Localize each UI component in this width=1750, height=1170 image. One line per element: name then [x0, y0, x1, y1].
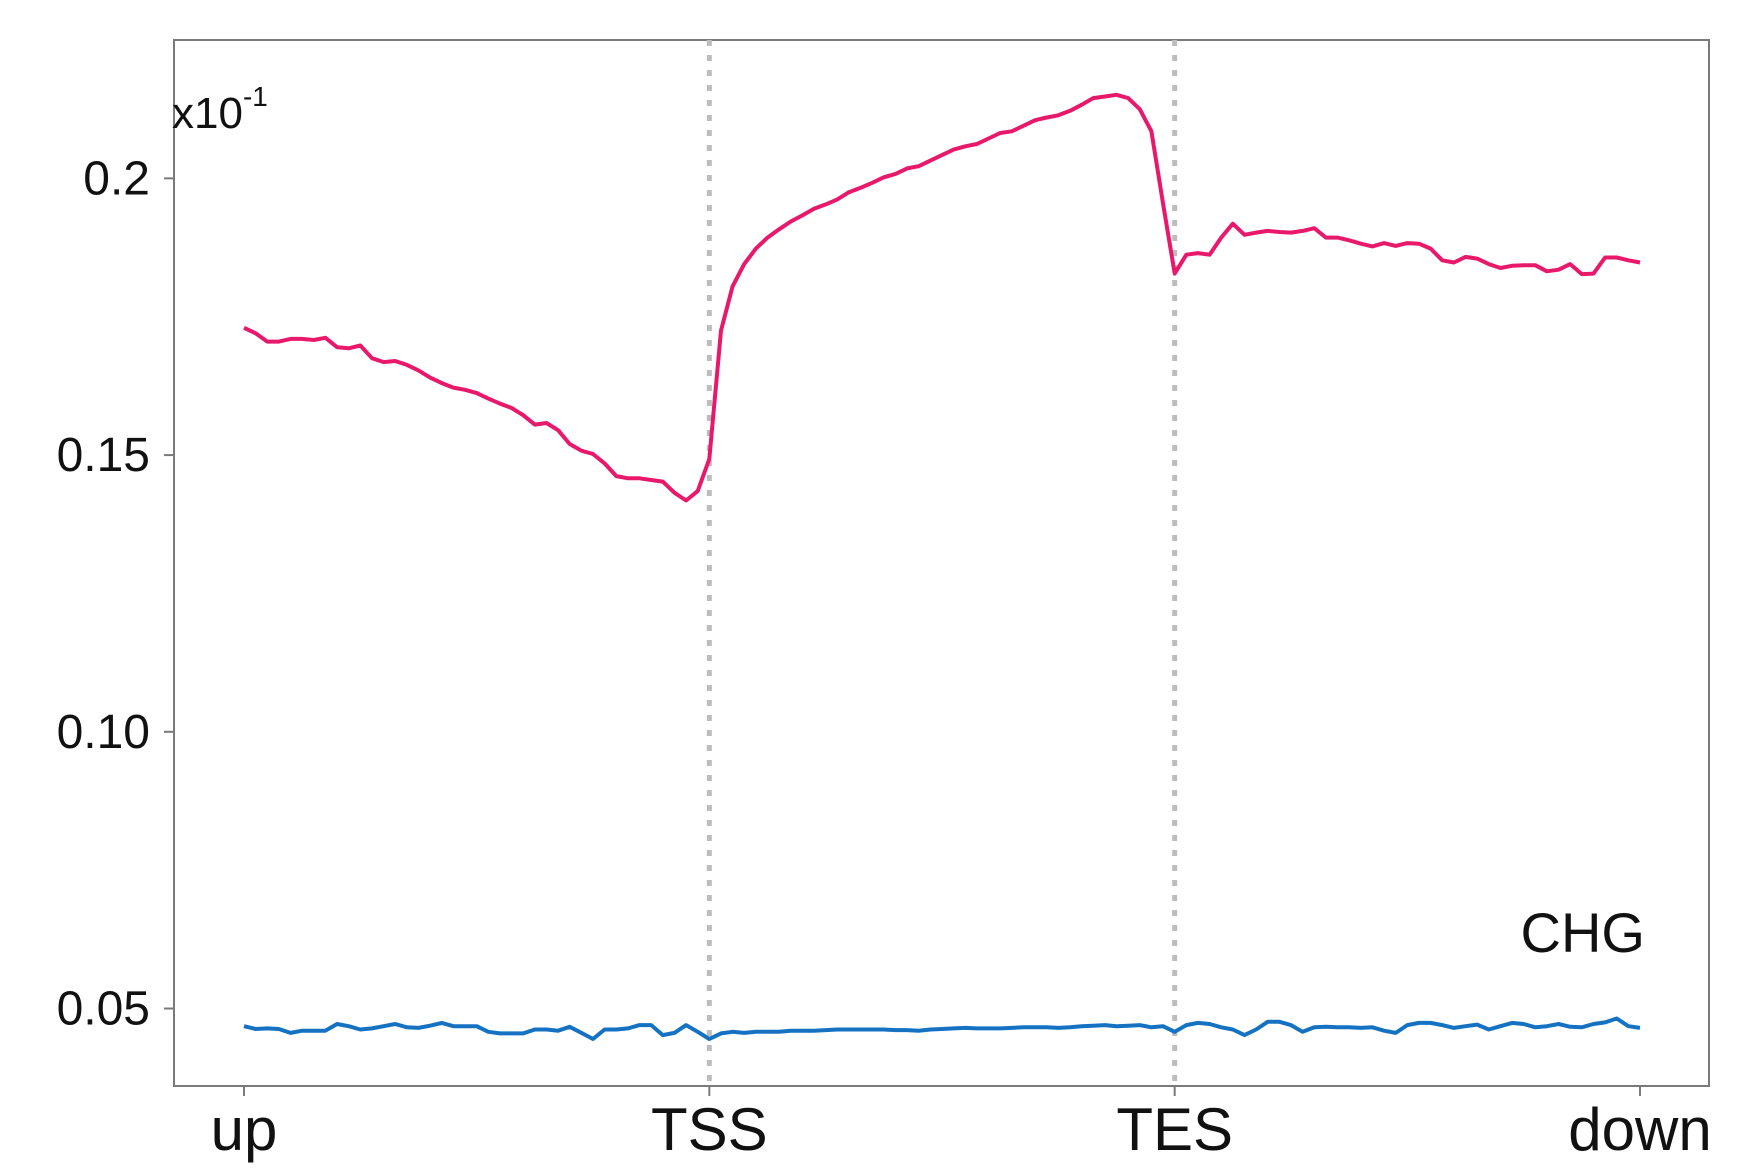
x-tick-label-1: TSS — [651, 1096, 768, 1163]
series-line-1 — [243, 1016, 1641, 1041]
vertical-reference-lines — [706, 40, 1178, 1086]
y-tick-label-3: 0.2 — [83, 152, 150, 205]
y-tick-label-1: 0.10 — [57, 706, 150, 759]
series-line-0 — [243, 92, 1641, 503]
y-tick-label-0: 0.05 — [57, 983, 150, 1036]
x-axis: up TSS TES down — [211, 1086, 1712, 1163]
x-tick-label-3: down — [1568, 1096, 1711, 1163]
series-layer — [243, 92, 1641, 1041]
x-tick-label-2: TES — [1116, 1096, 1233, 1163]
panel-annotation: CHG — [1521, 901, 1645, 964]
y-tick-label-2: 0.15 — [57, 429, 150, 482]
x-tick-label-0: up — [211, 1096, 278, 1163]
y-axis: 0.05 0.10 0.15 0.2 — [57, 152, 174, 1036]
plot-area-border — [173, 39, 1710, 1087]
scale-label: x10-1 — [172, 81, 268, 138]
